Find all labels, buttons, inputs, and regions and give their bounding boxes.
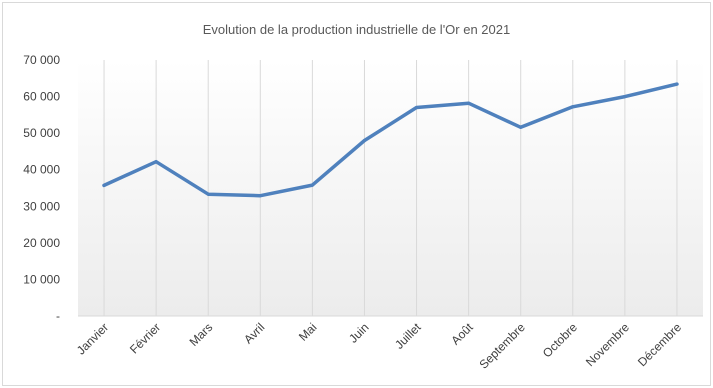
data-point [415,106,419,110]
y-tick-label: 10 000 [23,272,60,286]
data-point [675,82,679,86]
data-point [571,105,575,109]
data-point [206,192,210,196]
series-line [102,82,679,198]
y-tick-label: 40 000 [23,163,60,177]
x-tick-label: Février [127,320,163,356]
series-layer [102,82,679,198]
x-tick-label: Juin [346,320,371,345]
x-tick-label: Novembre [583,320,632,369]
gridlines [78,60,703,317]
y-axis-ticks: - 10 000 20 000 30 000 40 000 50 000 60 000 70 … [23,53,60,323]
x-tick-label: Décembre [635,320,684,369]
data-point [258,194,262,198]
x-axis-ticks: Janvier Février Mars Avril Mai Juin Juillet Aoû… [74,320,684,372]
x-tick-label: Mai [296,320,320,344]
x-tick-label: Avril [241,320,267,346]
data-point [362,138,366,142]
y-tick-label: 60 000 [23,90,60,104]
y-tick-label: 20 000 [23,236,60,250]
data-point [623,95,627,99]
x-tick-label: Janvier [74,320,111,357]
data-point [154,160,158,164]
data-point [519,125,523,129]
chart-title: Evolution de la production industrielle … [202,22,511,37]
y-tick-label: 70 000 [23,53,60,67]
x-tick-label: Octobre [540,320,580,360]
x-tick-label: Août [448,320,476,348]
x-tick-label: Mars [187,320,216,349]
x-tick-label: Juillet [392,320,424,352]
data-point [467,101,471,105]
y-tick-label: 50 000 [23,126,60,140]
data-point [310,183,314,187]
x-tick-label: Septembre [476,320,528,372]
y-tick-label: - [56,309,60,323]
y-tick-label: 30 000 [23,199,60,213]
data-point [102,183,106,187]
